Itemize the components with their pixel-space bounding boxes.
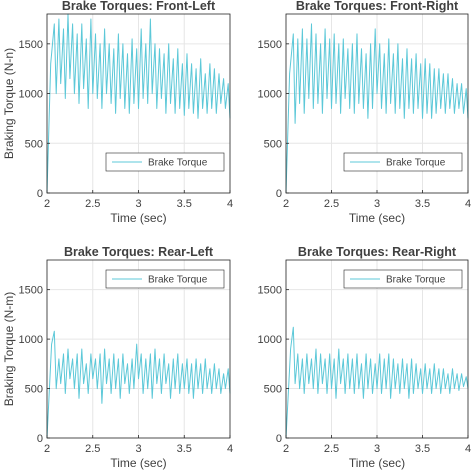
y-tick-label: 0 xyxy=(37,188,43,200)
legend-label: Brake Torque xyxy=(386,275,446,286)
x-axis-label: Time (sec) xyxy=(110,211,166,225)
legend: Brake Torque xyxy=(105,152,225,172)
y-tick-label: 1500 xyxy=(19,39,43,51)
x-axis-label: Time (sec) xyxy=(349,456,405,470)
chart-title: Brake Torques: Rear-Right xyxy=(298,245,457,259)
chart-title: Brake Torques: Front-Right xyxy=(296,0,459,13)
x-tick-label: 3 xyxy=(135,198,141,210)
y-tick-label: 1000 xyxy=(19,334,43,346)
x-tick-label: 2 xyxy=(44,443,50,455)
chart-panel-4: 2 2.5 3 3.5 4 0 500 1000 1500 Brake Torques: Rear… xyxy=(258,245,472,470)
legend: Brake Torque xyxy=(343,269,463,289)
series-line-brake-torque xyxy=(46,13,231,194)
x-tick-label: 4 xyxy=(227,443,233,455)
chart-panel-1: 2 2.5 3 3.5 4 0 500 1000 1500 Brake Torques: Fron… xyxy=(2,0,233,225)
legend-box xyxy=(105,269,225,289)
legend-box xyxy=(343,269,463,289)
legend-box xyxy=(105,152,225,172)
y-tick-label: 1000 xyxy=(19,89,43,101)
series-line-brake-torque xyxy=(285,23,469,194)
legend-label: Brake Torque xyxy=(386,158,446,169)
y-tick-label: 0 xyxy=(37,433,43,445)
x-tick-label: 3.5 xyxy=(177,198,192,210)
chart-panel-3: 2 2.5 3 3.5 4 0 500 1000 1500 Brake Torques: Rear… xyxy=(2,245,233,470)
y-tick-label: 500 xyxy=(264,138,282,150)
y-tick-label: 1500 xyxy=(19,285,43,297)
x-tick-label: 2 xyxy=(44,198,50,210)
chart-title: Brake Torques: Front-Left xyxy=(62,0,216,13)
x-tick-label: 2 xyxy=(283,443,289,455)
x-tick-label: 3 xyxy=(374,443,380,455)
x-tick-label: 4 xyxy=(465,443,471,455)
y-tick-label: 1000 xyxy=(258,89,282,101)
x-tick-label: 2.5 xyxy=(324,443,339,455)
y-tick-label: 1000 xyxy=(258,334,282,346)
y-tick-label: 500 xyxy=(264,384,282,396)
x-tick-label: 2.5 xyxy=(85,443,100,455)
x-tick-label: 3 xyxy=(374,198,380,210)
legend: Brake Torque xyxy=(343,152,463,172)
legend: Brake Torque xyxy=(105,269,225,289)
y-tick-label: 1500 xyxy=(258,285,282,297)
chart-panel-2: 2 2.5 3 3.5 4 0 500 1000 1500 Brake Torques: Fron… xyxy=(258,0,472,225)
y-tick-label: 0 xyxy=(276,188,282,200)
y-tick-label: 1500 xyxy=(258,39,282,51)
y-tick-label: 500 xyxy=(25,138,43,150)
x-tick-label: 2.5 xyxy=(324,198,339,210)
x-tick-label: 4 xyxy=(227,198,233,210)
legend-label: Brake Torque xyxy=(148,275,208,286)
chart-title: Brake Torques: Rear-Left xyxy=(64,245,214,259)
x-tick-label: 2.5 xyxy=(85,198,100,210)
x-axis-label: Time (sec) xyxy=(110,456,166,470)
x-tick-label: 2 xyxy=(283,198,289,210)
y-axis-label: Braking Torque (N-m) xyxy=(2,292,16,406)
y-tick-label: 0 xyxy=(276,433,282,445)
x-tick-label: 4 xyxy=(465,198,471,210)
x-tick-label: 3.5 xyxy=(177,443,192,455)
series-line-brake-torque xyxy=(46,330,231,439)
x-tick-label: 3.5 xyxy=(415,198,430,210)
legend-box xyxy=(343,152,463,172)
y-tick-label: 500 xyxy=(25,384,43,396)
x-tick-label: 3 xyxy=(135,443,141,455)
series-line-brake-torque xyxy=(285,326,469,439)
legend-label: Brake Torque xyxy=(148,158,208,169)
y-axis-label: Braking Torque (N-n) xyxy=(2,48,16,159)
x-tick-label: 3.5 xyxy=(415,443,430,455)
x-axis-label: Time (sec) xyxy=(349,211,405,225)
